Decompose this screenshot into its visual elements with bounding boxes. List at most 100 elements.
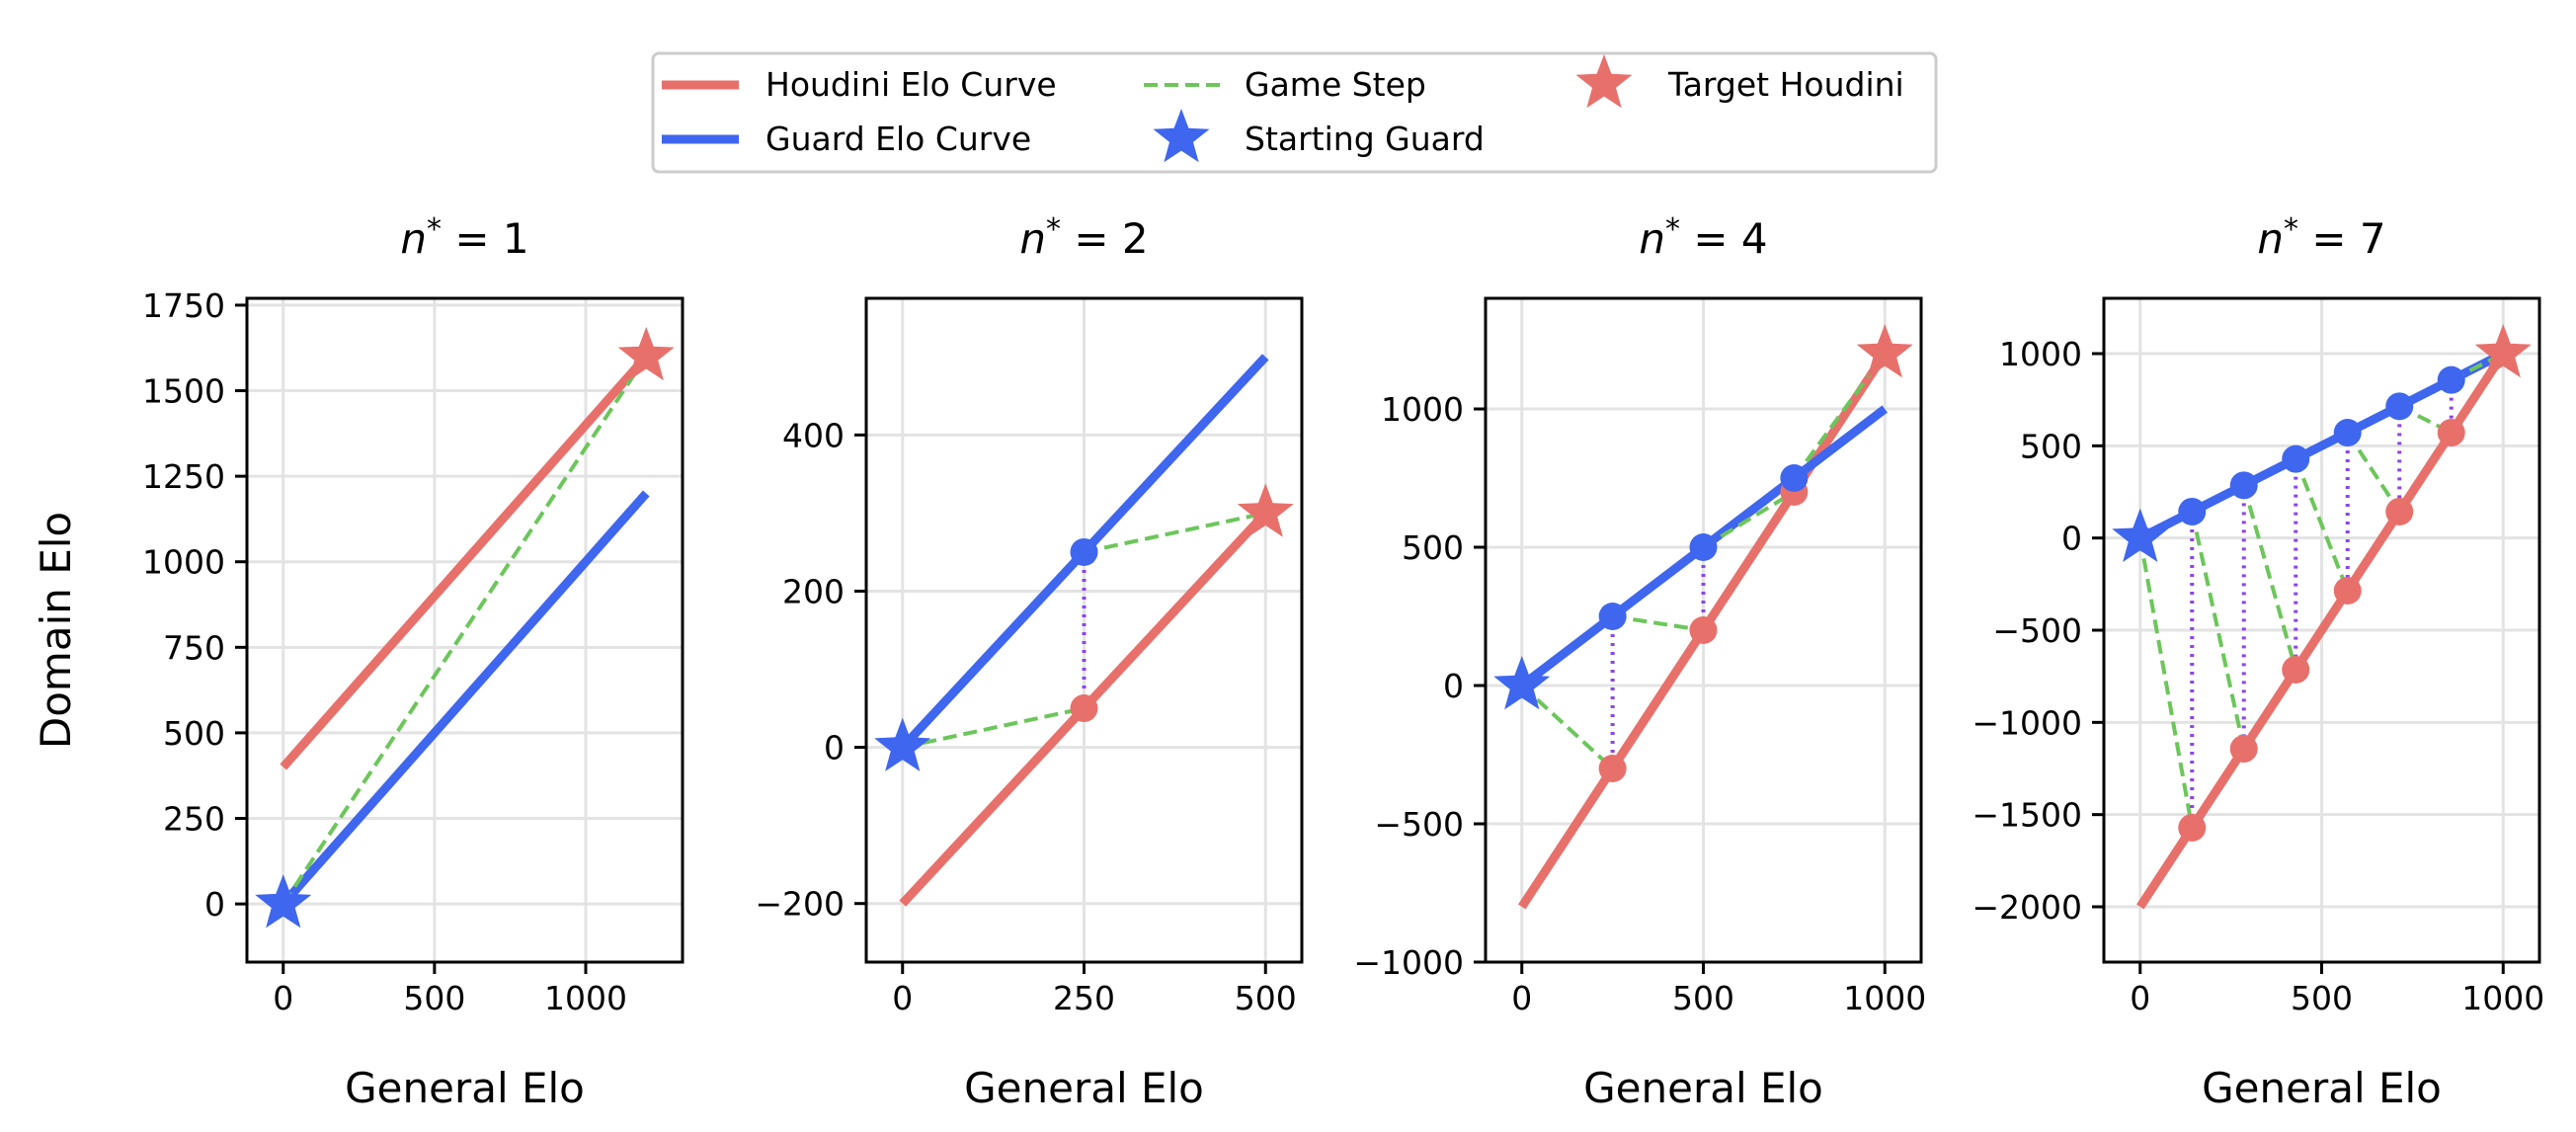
panel-4: 0 500 1000 −2000 −1500 −1000 −500 0 500 1000 Gener… xyxy=(1972,212,2544,1112)
legend-starting-guard-label: Starting Guard xyxy=(1245,120,1485,158)
game-step-line xyxy=(1084,511,1266,554)
houdini-point xyxy=(1689,616,1718,644)
grid xyxy=(866,298,1302,962)
panel-2: 0 250 500 −200 0 200 400 General Elo n* = 2 xyxy=(755,212,1304,1112)
title-superscript: * xyxy=(2284,212,2298,247)
y-tick-label: −500 xyxy=(1992,611,2082,650)
y-tick-label: 250 xyxy=(163,800,225,839)
houdini-point xyxy=(2178,813,2207,842)
y-tick-label: 1750 xyxy=(142,286,225,325)
x-axis-label: General Elo xyxy=(2202,1064,2442,1112)
y-tick-label: 200 xyxy=(782,572,845,610)
panels: 0 500 1000 0 250 500 750 1000 1250 1500 1750 Genera… xyxy=(32,212,2544,1112)
x-axis-label: General Elo xyxy=(964,1064,1204,1112)
legend-target-houdini-star-icon xyxy=(1575,54,1633,109)
legend-guard-label: Guard Elo Curve xyxy=(765,120,1031,158)
houdini-point xyxy=(1598,755,1627,782)
panel-title: n* = 7 xyxy=(2257,212,2385,263)
game-step-line xyxy=(282,355,648,906)
y-tick-label: 1250 xyxy=(142,457,225,496)
star-icon xyxy=(1153,109,1210,163)
title-n: n xyxy=(2257,214,2284,263)
x-tick-label: 500 xyxy=(403,979,465,1017)
x-tick-label: 0 xyxy=(273,979,293,1017)
y-tick-label: −1000 xyxy=(1353,943,1464,982)
x-tick-label: 500 xyxy=(1672,979,1734,1017)
title-superscript: * xyxy=(427,212,442,247)
x-tick-label: 500 xyxy=(2291,979,2353,1017)
x-tick-label: 1000 xyxy=(1843,979,1926,1017)
guard-point xyxy=(2229,471,2258,500)
panel-title: n* = 4 xyxy=(1639,212,1767,263)
x-tick-label: 1000 xyxy=(2461,979,2544,1017)
target-houdini-star xyxy=(2474,324,2532,378)
title-superscript: * xyxy=(1046,212,1061,247)
guard-point xyxy=(1689,533,1718,561)
target-houdini-star xyxy=(1237,483,1294,537)
houdini-elo-curve xyxy=(2135,351,2508,910)
guard-point xyxy=(2385,392,2414,421)
x-tick-label: 0 xyxy=(2130,979,2150,1017)
x-axis-label: General Elo xyxy=(345,1064,585,1112)
y-tick-label: −500 xyxy=(1374,805,1464,844)
guard-point xyxy=(2178,497,2207,526)
legend-target-houdini-label: Target Houdini xyxy=(1667,65,1904,104)
star-icon xyxy=(1575,54,1633,109)
axes-frame xyxy=(245,296,684,964)
starting-guard-star xyxy=(1493,656,1551,710)
y-tick-label: −2000 xyxy=(1972,888,2082,927)
y-axis-label: Domain Elo xyxy=(32,512,80,749)
game-step-line xyxy=(1612,614,1704,632)
game-step-line xyxy=(2346,431,2401,514)
y-tick-label: 0 xyxy=(1443,667,1464,705)
guard-point xyxy=(2333,419,2362,447)
y-tick-label: 400 xyxy=(782,416,845,454)
target-houdini-star xyxy=(617,326,675,381)
guard-point xyxy=(1780,464,1809,492)
game-step-line xyxy=(2241,484,2298,671)
y-tick-label: 0 xyxy=(204,885,225,924)
game-step-line xyxy=(2294,457,2350,592)
title-value: = 7 xyxy=(2298,214,2386,263)
x-tick-label: 1000 xyxy=(544,979,627,1017)
houdini-point xyxy=(2229,735,2258,764)
houdini-point xyxy=(2333,576,2362,605)
houdini-elo-curve xyxy=(280,353,650,770)
legend-houdini-label: Houdini Elo Curve xyxy=(765,65,1057,104)
title-value: = 1 xyxy=(442,214,529,263)
game-step-line xyxy=(2137,537,2195,829)
guard-point xyxy=(1598,603,1627,630)
guard-elo-curve xyxy=(280,490,650,908)
starting-guard-star xyxy=(2112,508,2169,562)
y-tick-label: −1500 xyxy=(1972,796,2082,835)
panel-title: n* = 1 xyxy=(400,212,528,263)
title-superscript: * xyxy=(1665,212,1680,247)
title-n: n xyxy=(400,214,427,263)
y-tick-label: 1000 xyxy=(142,543,225,582)
y-tick-label: 750 xyxy=(163,628,225,667)
y-tick-label: 500 xyxy=(163,714,225,753)
y-tick-label: 1500 xyxy=(142,372,225,411)
game-step-line xyxy=(902,706,1085,750)
houdini-point xyxy=(2282,656,2310,685)
y-tick-label: 500 xyxy=(2020,427,2082,465)
x-tick-label: 500 xyxy=(1235,979,1297,1017)
legend-game-step-label: Game Step xyxy=(1245,65,1426,104)
legend: Houdini Elo Curve Guard Elo Curve Game S… xyxy=(651,51,1938,174)
starting-guard-star xyxy=(874,717,931,771)
panel-title: n* = 2 xyxy=(1019,212,1148,263)
y-tick-label: 1000 xyxy=(1999,335,2082,373)
target-houdini-star xyxy=(1856,324,1913,378)
x-axis-label: General Elo xyxy=(1583,1064,1823,1112)
legend-starting-guard-star-icon xyxy=(1153,109,1210,163)
guard-point xyxy=(1070,537,1098,566)
title-value: = 4 xyxy=(1680,214,1768,263)
title-n: n xyxy=(1639,214,1665,263)
starting-guard-star xyxy=(255,874,312,929)
y-tick-label: −1000 xyxy=(1972,703,2082,742)
houdini-point xyxy=(2437,419,2465,447)
y-tick-label: 0 xyxy=(2061,520,2082,558)
houdini-point xyxy=(1070,694,1098,723)
y-tick-label: 0 xyxy=(824,729,845,768)
